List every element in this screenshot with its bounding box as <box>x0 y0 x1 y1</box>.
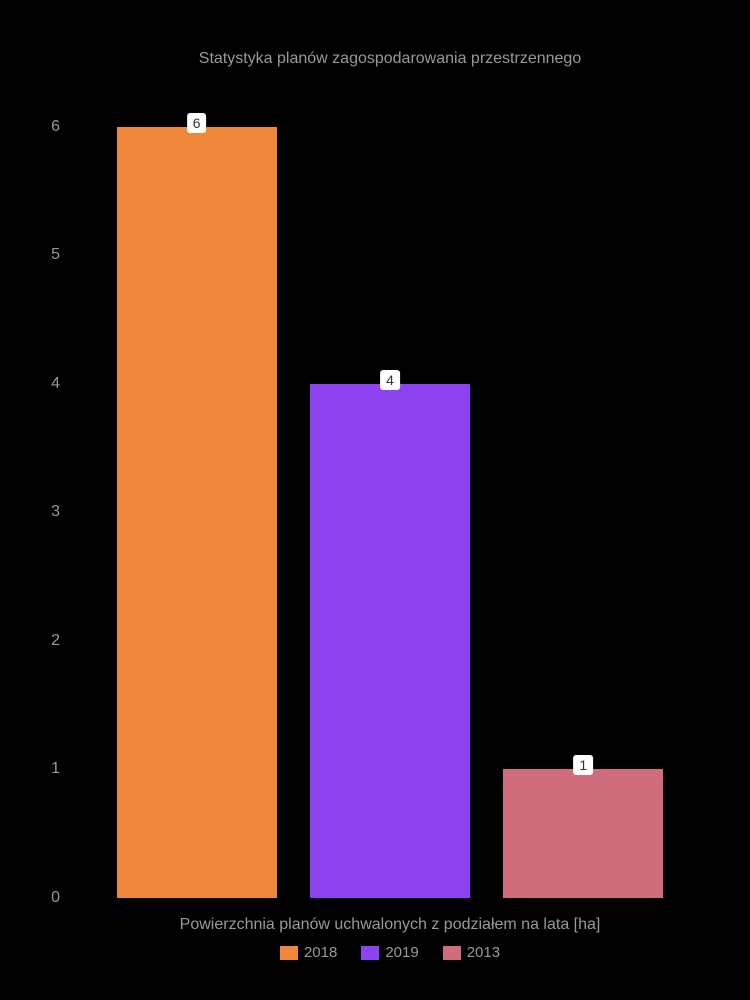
legend-item: 2019 <box>361 944 418 961</box>
bar-wrapper: 6 <box>110 127 283 898</box>
legend-item: 2018 <box>280 944 337 961</box>
y-tick: 5 <box>51 246 60 264</box>
y-tick: 2 <box>51 632 60 650</box>
legend-label: 2018 <box>304 944 337 961</box>
y-tick: 6 <box>51 118 60 136</box>
y-axis: 0123456 <box>30 88 70 898</box>
chart-container: Statystyka planów zagospodarowania przes… <box>0 0 750 1000</box>
legend-label: 2013 <box>467 944 500 961</box>
legend-swatch <box>443 946 461 960</box>
bars-area: 641 <box>70 88 710 898</box>
bar-wrapper: 1 <box>497 769 670 898</box>
bar-value-label: 4 <box>380 370 400 390</box>
legend-label: 2019 <box>385 944 418 961</box>
bar-value-label: 6 <box>187 113 207 133</box>
legend-swatch <box>361 946 379 960</box>
x-axis-label: Powierzchnia planów uchwalonych z podzia… <box>70 916 710 934</box>
y-tick: 3 <box>51 503 60 521</box>
y-tick: 0 <box>51 889 60 907</box>
chart-title: Statystyka planów zagospodarowania przes… <box>70 50 710 68</box>
bar: 1 <box>503 769 663 898</box>
bar-wrapper: 4 <box>303 384 476 898</box>
bar: 6 <box>117 127 277 898</box>
y-tick: 4 <box>51 375 60 393</box>
plot-area: 0123456 641 <box>70 88 710 898</box>
legend: 2018 2019 2013 <box>70 944 710 961</box>
legend-item: 2013 <box>443 944 500 961</box>
bar: 4 <box>310 384 470 898</box>
bar-value-label: 1 <box>573 755 593 775</box>
legend-swatch <box>280 946 298 960</box>
y-tick: 1 <box>51 760 60 778</box>
